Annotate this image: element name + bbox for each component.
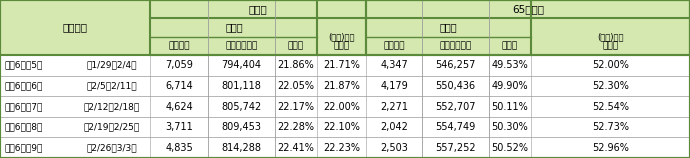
Text: 接種率: 接種率 <box>288 41 304 50</box>
Text: 2,042: 2,042 <box>380 122 408 132</box>
Text: 22.17%: 22.17% <box>277 101 315 112</box>
Text: 接種率: 接種率 <box>333 41 350 50</box>
Text: 801,118: 801,118 <box>221 81 262 91</box>
Text: 552,707: 552,707 <box>435 101 475 112</box>
Text: 52.30%: 52.30% <box>592 81 629 91</box>
Text: 65歳以上: 65歳以上 <box>512 4 544 14</box>
Bar <box>0 137 690 158</box>
Text: 4,624: 4,624 <box>166 101 193 112</box>
Text: 794,404: 794,404 <box>221 60 262 70</box>
Text: 4,347: 4,347 <box>380 60 408 70</box>
Text: 21.86%: 21.86% <box>277 60 315 70</box>
Bar <box>0 0 690 55</box>
Text: 4,835: 4,835 <box>166 143 193 153</box>
Text: 接種者数累計: 接種者数累計 <box>440 41 471 50</box>
Text: 4,179: 4,179 <box>380 81 408 91</box>
Text: 52.54%: 52.54% <box>592 101 629 112</box>
Text: 554,749: 554,749 <box>435 122 475 132</box>
Text: 809,453: 809,453 <box>221 122 262 132</box>
Text: 22.00%: 22.00% <box>323 101 360 112</box>
Bar <box>0 117 690 137</box>
Text: 接種率: 接種率 <box>502 41 518 50</box>
Text: 令和6年第9週: 令和6年第9週 <box>4 143 43 152</box>
Text: 集計期間: 集計期間 <box>63 22 88 33</box>
Text: 接種者数累計: 接種者数累計 <box>226 41 257 50</box>
Text: 557,252: 557,252 <box>435 143 475 153</box>
Text: （2/12～2/18）: （2/12～2/18） <box>84 102 140 111</box>
Text: 49.90%: 49.90% <box>491 81 529 91</box>
Text: 50.52%: 50.52% <box>491 143 529 153</box>
Text: (参考)全国: (参考)全国 <box>328 32 355 41</box>
Text: 静岡縣: 静岡縣 <box>225 22 243 33</box>
Text: 全年代: 全年代 <box>248 4 268 14</box>
Text: 接種者数: 接種者数 <box>168 41 190 50</box>
Text: （1/29～2/4）: （1/29～2/4） <box>87 61 137 70</box>
Text: 50.30%: 50.30% <box>491 122 529 132</box>
Text: 814,288: 814,288 <box>221 143 262 153</box>
Bar <box>0 96 690 117</box>
Bar <box>0 55 690 76</box>
Text: 22.23%: 22.23% <box>323 143 360 153</box>
Text: 2,271: 2,271 <box>380 101 408 112</box>
Text: 52.00%: 52.00% <box>592 60 629 70</box>
Bar <box>150 0 366 55</box>
Text: 静岡縣: 静岡縣 <box>440 22 457 33</box>
Text: 3,711: 3,711 <box>166 122 193 132</box>
Text: (参考)全国: (参考)全国 <box>598 32 624 41</box>
Text: 550,436: 550,436 <box>435 81 475 91</box>
Text: 22.41%: 22.41% <box>277 143 315 153</box>
Bar <box>366 0 690 55</box>
Text: 49.53%: 49.53% <box>491 60 529 70</box>
Text: 7,059: 7,059 <box>166 60 193 70</box>
Text: 546,257: 546,257 <box>435 60 475 70</box>
Text: 令和6年第5週: 令和6年第5週 <box>4 61 43 70</box>
Text: 805,742: 805,742 <box>221 101 262 112</box>
Text: 接種者数: 接種者数 <box>383 41 405 50</box>
Text: 22.05%: 22.05% <box>277 81 315 91</box>
Text: 令和6年第8週: 令和6年第8週 <box>4 123 43 132</box>
Text: 接種率: 接種率 <box>602 41 619 50</box>
Text: 令和6年第7週: 令和6年第7週 <box>4 102 43 111</box>
Text: 52.96%: 52.96% <box>592 143 629 153</box>
Text: 50.11%: 50.11% <box>491 101 529 112</box>
Text: （2/19～2/25）: （2/19～2/25） <box>84 123 140 132</box>
Text: 21.71%: 21.71% <box>323 60 360 70</box>
Bar <box>0 76 690 96</box>
Text: 22.28%: 22.28% <box>277 122 315 132</box>
Text: （2/5～2/11）: （2/5～2/11） <box>87 81 137 90</box>
Text: 6,714: 6,714 <box>166 81 193 91</box>
Text: 21.87%: 21.87% <box>323 81 360 91</box>
Text: 令和6年第6週: 令和6年第6週 <box>4 81 43 90</box>
Text: （2/26～3/3）: （2/26～3/3） <box>87 143 137 152</box>
Text: 22.10%: 22.10% <box>323 122 360 132</box>
Text: 52.73%: 52.73% <box>592 122 629 132</box>
Text: 2,503: 2,503 <box>380 143 408 153</box>
